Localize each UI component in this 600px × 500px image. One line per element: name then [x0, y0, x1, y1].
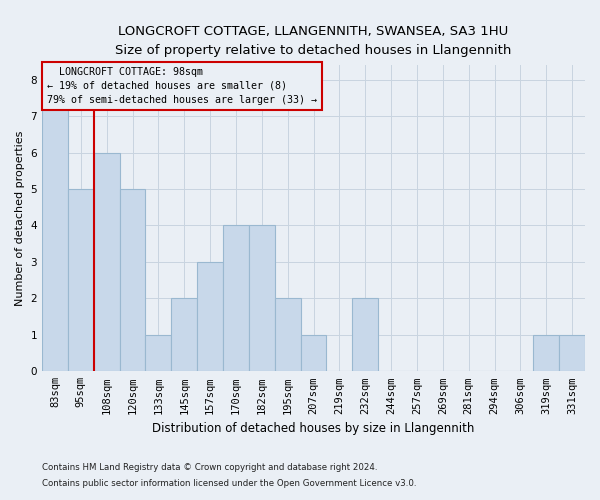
X-axis label: Distribution of detached houses by size in Llangennith: Distribution of detached houses by size … — [152, 422, 475, 435]
Title: LONGCROFT COTTAGE, LLANGENNITH, SWANSEA, SA3 1HU
Size of property relative to de: LONGCROFT COTTAGE, LLANGENNITH, SWANSEA,… — [115, 25, 512, 57]
Y-axis label: Number of detached properties: Number of detached properties — [15, 130, 25, 306]
Bar — [68, 189, 94, 372]
Bar — [275, 298, 301, 372]
Text: Contains HM Land Registry data © Crown copyright and database right 2024.: Contains HM Land Registry data © Crown c… — [42, 464, 377, 472]
Text: Contains public sector information licensed under the Open Government Licence v3: Contains public sector information licen… — [42, 478, 416, 488]
Bar — [533, 335, 559, 372]
Bar — [249, 226, 275, 372]
Bar — [301, 335, 326, 372]
Bar — [559, 335, 585, 372]
Bar — [172, 298, 197, 372]
Bar — [145, 335, 172, 372]
Bar — [94, 152, 119, 372]
Bar — [352, 298, 378, 372]
Bar — [197, 262, 223, 372]
Text: LONGCROFT COTTAGE: 98sqm
← 19% of detached houses are smaller (8)
79% of semi-de: LONGCROFT COTTAGE: 98sqm ← 19% of detach… — [47, 66, 317, 104]
Bar — [42, 80, 68, 372]
Bar — [119, 189, 145, 372]
Bar — [223, 226, 249, 372]
